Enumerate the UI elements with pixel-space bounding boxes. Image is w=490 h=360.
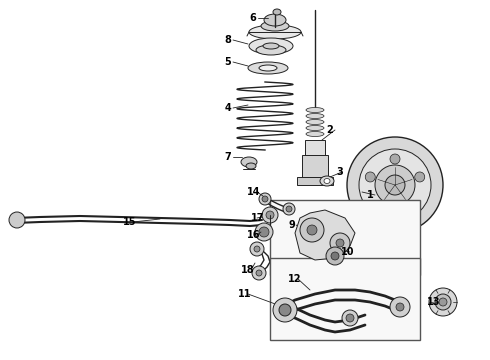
Text: 9: 9 xyxy=(289,220,295,230)
Text: 13: 13 xyxy=(427,297,441,307)
Circle shape xyxy=(375,165,415,205)
Text: 16: 16 xyxy=(247,230,261,240)
Circle shape xyxy=(330,233,350,253)
Ellipse shape xyxy=(259,65,277,71)
Circle shape xyxy=(273,298,297,322)
Circle shape xyxy=(252,266,266,280)
Circle shape xyxy=(326,247,344,265)
Ellipse shape xyxy=(306,108,324,112)
Text: 15: 15 xyxy=(123,217,137,227)
Circle shape xyxy=(365,172,375,182)
Circle shape xyxy=(259,193,271,205)
Circle shape xyxy=(262,196,268,202)
Circle shape xyxy=(385,175,405,195)
Circle shape xyxy=(435,294,451,310)
Circle shape xyxy=(250,242,264,256)
Ellipse shape xyxy=(249,25,301,39)
Circle shape xyxy=(254,246,260,252)
Bar xyxy=(270,258,420,340)
Circle shape xyxy=(396,303,404,311)
Text: 6: 6 xyxy=(249,13,256,23)
Text: 14: 14 xyxy=(247,187,261,197)
Ellipse shape xyxy=(306,120,324,125)
Circle shape xyxy=(359,149,431,221)
Circle shape xyxy=(346,314,354,322)
Circle shape xyxy=(390,297,410,317)
Circle shape xyxy=(259,227,269,237)
Text: 5: 5 xyxy=(224,57,231,67)
Bar xyxy=(302,155,328,177)
Ellipse shape xyxy=(249,38,293,54)
Ellipse shape xyxy=(263,43,279,49)
Ellipse shape xyxy=(256,45,286,55)
Circle shape xyxy=(255,223,273,241)
Bar xyxy=(270,200,420,275)
Ellipse shape xyxy=(306,126,324,130)
Text: 11: 11 xyxy=(238,289,252,299)
Circle shape xyxy=(307,225,317,235)
Circle shape xyxy=(266,211,274,219)
Circle shape xyxy=(405,201,416,211)
Text: 10: 10 xyxy=(341,247,355,257)
Circle shape xyxy=(256,270,262,276)
Circle shape xyxy=(429,288,457,316)
Text: 3: 3 xyxy=(337,167,343,177)
Text: 2: 2 xyxy=(327,125,333,135)
Circle shape xyxy=(300,218,324,242)
Bar xyxy=(305,140,325,175)
Circle shape xyxy=(390,154,400,164)
Ellipse shape xyxy=(306,113,324,118)
Ellipse shape xyxy=(306,131,324,136)
Text: 4: 4 xyxy=(224,103,231,113)
Text: 7: 7 xyxy=(224,152,231,162)
Bar xyxy=(297,177,333,185)
Circle shape xyxy=(415,172,425,182)
Text: 17: 17 xyxy=(251,213,265,223)
Text: 1: 1 xyxy=(367,190,373,200)
Circle shape xyxy=(262,207,278,223)
Text: 12: 12 xyxy=(288,274,302,284)
Circle shape xyxy=(336,239,344,247)
Ellipse shape xyxy=(273,9,281,15)
Circle shape xyxy=(286,206,292,212)
Ellipse shape xyxy=(246,163,256,169)
Circle shape xyxy=(439,298,447,306)
Ellipse shape xyxy=(241,157,257,167)
Circle shape xyxy=(283,203,295,215)
Circle shape xyxy=(347,137,443,233)
Polygon shape xyxy=(295,210,355,260)
Circle shape xyxy=(279,304,291,316)
Ellipse shape xyxy=(320,176,334,186)
Circle shape xyxy=(331,252,339,260)
Ellipse shape xyxy=(264,14,286,26)
Text: 8: 8 xyxy=(224,35,231,45)
Circle shape xyxy=(342,310,358,326)
Text: 18: 18 xyxy=(241,265,255,275)
Ellipse shape xyxy=(261,21,289,31)
Circle shape xyxy=(375,201,385,211)
Ellipse shape xyxy=(324,179,330,184)
Circle shape xyxy=(9,212,25,228)
Ellipse shape xyxy=(248,62,288,74)
